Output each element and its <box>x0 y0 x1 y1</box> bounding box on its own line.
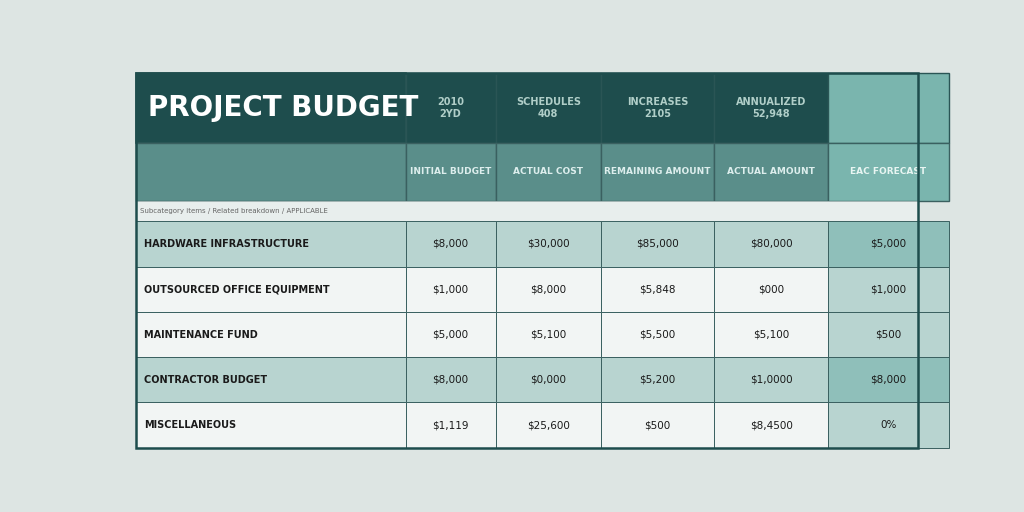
Text: SCHEDULES
408: SCHEDULES 408 <box>516 97 581 119</box>
Bar <box>715 142 827 201</box>
Text: $5,500: $5,500 <box>640 330 676 339</box>
Bar <box>601 73 715 142</box>
Bar <box>406 267 496 312</box>
Text: MISCELLANEOUS: MISCELLANEOUS <box>143 420 236 430</box>
Text: EAC FORECAST: EAC FORECAST <box>850 167 927 176</box>
Text: HARDWARE INFRASTRUCTURE: HARDWARE INFRASTRUCTURE <box>143 239 309 249</box>
Text: MAINTENANCE FUND: MAINTENANCE FUND <box>143 330 258 339</box>
Bar <box>136 312 406 357</box>
Text: ACTUAL COST: ACTUAL COST <box>513 167 584 176</box>
Bar <box>601 142 715 201</box>
Bar <box>715 402 827 448</box>
Text: $500: $500 <box>644 420 671 430</box>
Bar <box>496 312 601 357</box>
Bar <box>601 221 715 267</box>
Text: $500: $500 <box>876 330 901 339</box>
Bar <box>406 312 496 357</box>
Bar <box>827 312 949 357</box>
Bar <box>827 221 949 267</box>
Bar <box>136 402 406 448</box>
Text: $8,000: $8,000 <box>432 239 469 249</box>
Text: OUTSOURCED OFFICE EQUIPMENT: OUTSOURCED OFFICE EQUIPMENT <box>143 284 330 294</box>
Bar <box>827 142 949 201</box>
Bar <box>496 142 601 201</box>
Text: Subcategory items / Related breakdown / APPLICABLE: Subcategory items / Related breakdown / … <box>140 208 328 214</box>
Text: INCREASES
2105: INCREASES 2105 <box>627 97 688 119</box>
Bar <box>136 201 918 221</box>
Text: $5,200: $5,200 <box>640 375 676 385</box>
Text: $5,848: $5,848 <box>639 284 676 294</box>
Text: ACTUAL AMOUNT: ACTUAL AMOUNT <box>727 167 815 176</box>
Text: $8,000: $8,000 <box>432 375 469 385</box>
Bar <box>496 402 601 448</box>
Text: PROJECT BUDGET: PROJECT BUDGET <box>147 94 418 122</box>
Bar <box>715 357 827 402</box>
Bar <box>136 142 406 201</box>
Text: $1,000: $1,000 <box>432 284 469 294</box>
Bar <box>406 142 496 201</box>
Bar <box>715 312 827 357</box>
Text: $0,000: $0,000 <box>530 375 566 385</box>
Bar <box>406 221 496 267</box>
Bar <box>496 73 601 142</box>
Bar <box>136 221 406 267</box>
Bar <box>601 402 715 448</box>
Text: INITIAL BUDGET: INITIAL BUDGET <box>410 167 492 176</box>
Bar <box>136 357 406 402</box>
Bar <box>136 267 406 312</box>
Bar <box>827 73 949 142</box>
Bar <box>715 267 827 312</box>
Text: $25,600: $25,600 <box>526 420 569 430</box>
Bar <box>601 267 715 312</box>
Bar <box>715 221 827 267</box>
Text: REMAINING AMOUNT: REMAINING AMOUNT <box>604 167 711 176</box>
Text: $5,000: $5,000 <box>432 330 469 339</box>
Text: $5,000: $5,000 <box>870 239 906 249</box>
Text: $5,100: $5,100 <box>753 330 790 339</box>
Bar <box>715 73 827 142</box>
Bar <box>406 402 496 448</box>
Text: CONTRACTOR BUDGET: CONTRACTOR BUDGET <box>143 375 267 385</box>
Text: 0%: 0% <box>881 420 896 430</box>
Bar <box>601 312 715 357</box>
Bar <box>827 357 949 402</box>
Text: $8,4500: $8,4500 <box>750 420 793 430</box>
Bar <box>496 221 601 267</box>
Text: $5,100: $5,100 <box>530 330 566 339</box>
Text: $8,000: $8,000 <box>870 375 906 385</box>
Bar <box>406 357 496 402</box>
Bar <box>136 73 406 142</box>
Text: 2010
2YD: 2010 2YD <box>437 97 464 119</box>
Bar <box>601 357 715 402</box>
Bar <box>496 357 601 402</box>
Text: ANNUALIZED
52,948: ANNUALIZED 52,948 <box>736 97 806 119</box>
Bar <box>827 402 949 448</box>
Text: $1,000: $1,000 <box>870 284 906 294</box>
Text: $30,000: $30,000 <box>527 239 569 249</box>
Text: $1,0000: $1,0000 <box>750 375 793 385</box>
Text: $000: $000 <box>758 284 784 294</box>
Text: $1,119: $1,119 <box>432 420 469 430</box>
Bar <box>496 267 601 312</box>
Text: $85,000: $85,000 <box>636 239 679 249</box>
Text: $80,000: $80,000 <box>750 239 793 249</box>
Bar <box>827 267 949 312</box>
Bar <box>406 73 496 142</box>
Text: $8,000: $8,000 <box>530 284 566 294</box>
